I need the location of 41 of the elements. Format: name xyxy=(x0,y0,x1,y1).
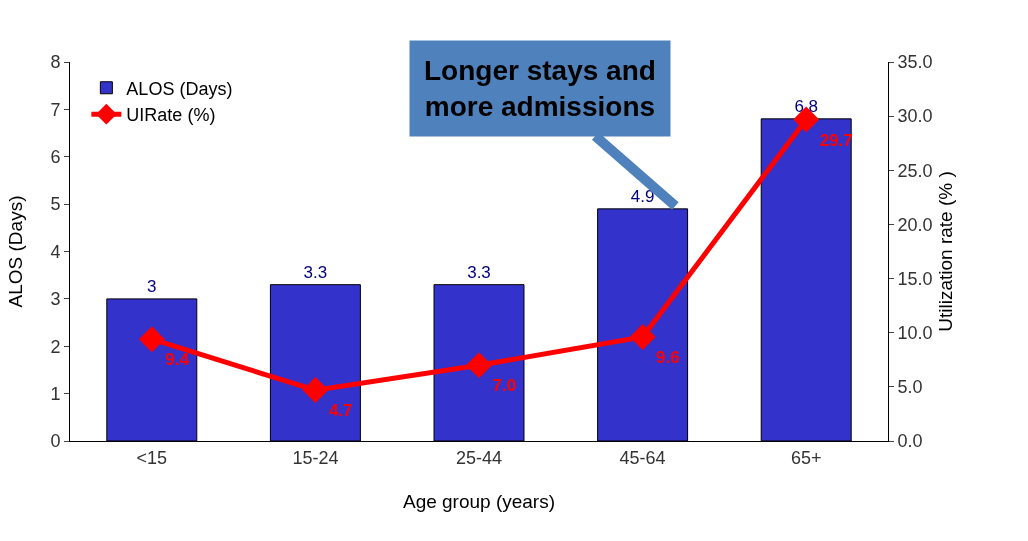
data-label: 4.9 xyxy=(630,186,655,206)
y2-tick-label: 5.0 xyxy=(897,377,923,398)
point xyxy=(466,352,492,379)
y-tick-label: 7 xyxy=(50,99,61,120)
y2-tick-label: 30.0 xyxy=(897,106,933,127)
data-label: 3.3 xyxy=(467,262,491,282)
data-label: 6.8 xyxy=(794,96,819,116)
x-tick-label: 65+ xyxy=(790,447,822,468)
y-tick-label: 0 xyxy=(50,431,61,452)
legend-label: UIRate (%) xyxy=(126,105,216,126)
y2-tick-label: 25.0 xyxy=(897,160,933,181)
x-axis-title: Age group (years) xyxy=(402,491,556,512)
x-tick-label: 45-64 xyxy=(619,447,666,468)
data-label: 3.3 xyxy=(303,262,328,282)
legend-label: ALOS (Days) xyxy=(126,78,233,99)
y2-tick-label: 35.0 xyxy=(897,52,933,73)
y-tick-label: 8 xyxy=(50,52,61,73)
y-axis-title: ALOS (Days) xyxy=(5,195,26,308)
y-tick-label: 5 xyxy=(50,194,61,215)
y-tick-label: 2 xyxy=(50,336,61,357)
data-label: 9.4 xyxy=(165,350,190,370)
data-label: 9.6 xyxy=(656,348,680,368)
y2-tick-label: 20.0 xyxy=(897,214,933,235)
data-label: 3 xyxy=(147,276,157,296)
data-label: 4.7 xyxy=(328,401,353,421)
point xyxy=(138,326,165,353)
point xyxy=(302,377,329,404)
point xyxy=(629,324,656,351)
x-tick-label: 15-24 xyxy=(292,447,339,468)
annotation: Longer stays and more admissions xyxy=(424,55,656,123)
y2-tick-label: 10.0 xyxy=(897,323,933,344)
x-tick-label: <15 xyxy=(136,447,168,468)
data-label: 7.0 xyxy=(492,376,517,396)
y-tick-label: 6 xyxy=(50,147,61,168)
y2-tick-label: 15.0 xyxy=(897,268,933,289)
y2-tick-label: 0.0 xyxy=(897,431,923,452)
x-tick-label: 25-44 xyxy=(455,447,503,468)
y-tick-label: 3 xyxy=(50,289,61,310)
y2-axis-title: Utilization rate (% ) xyxy=(934,171,956,332)
y-tick-label: 4 xyxy=(50,241,61,262)
y-tick-label: 1 xyxy=(50,383,61,404)
